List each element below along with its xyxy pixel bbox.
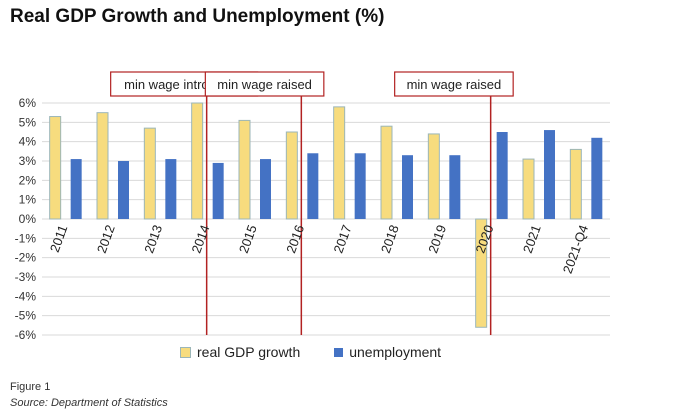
bar-unemployment [591, 137, 603, 219]
bar-gdp-growth [475, 218, 488, 328]
y-tick-label: 4% [19, 135, 37, 149]
y-tick-label: 1% [19, 193, 37, 207]
bar-unemployment [260, 159, 271, 219]
x-tick-label: 2018 [378, 223, 402, 255]
bar-unemployment [354, 153, 366, 219]
annotation-box [394, 71, 514, 97]
legend-swatch-gdp [180, 346, 191, 358]
chart-title: Real GDP Growth and Unemployment (%) [10, 6, 385, 27]
y-tick-label: -6% [15, 328, 37, 342]
x-tick-label: 2021 [520, 223, 544, 255]
chart-area: -6% -5% -4% -3% -2% -1% 0% 1% 2% 3% 4% 5% 6% 2011 2012… [0, 60, 700, 370]
legend-label-gdp: real GDP growth [197, 344, 301, 360]
y-tick-label: -1% [15, 231, 37, 245]
y-tick-label: -3% [15, 270, 37, 284]
x-tick-label: 2016 [283, 223, 307, 255]
bar-gdp-growth [96, 112, 109, 220]
x-tick-label: 2013 [141, 223, 165, 255]
y-tick-label: -4% [15, 289, 37, 303]
x-tick-label: 2021-Q4 [560, 223, 591, 276]
bar-gdp-growth [285, 131, 298, 220]
bar-unemployment [212, 162, 224, 219]
bar-unemployment [402, 155, 413, 219]
figure-label: Figure 1 [10, 381, 51, 393]
x-tick-label: 2017 [330, 223, 354, 255]
annotation-box [204, 71, 325, 97]
bar-gdp-growth [238, 119, 251, 220]
bar-unemployment [496, 132, 508, 219]
bar-gdp-growth [333, 106, 346, 220]
source-note: Source: Department of Statistics [10, 397, 168, 409]
bar-unemployment [307, 153, 319, 219]
x-tick-label: 2019 [425, 223, 449, 255]
bar-gdp-growth [143, 127, 156, 220]
bar-gdp-growth [380, 125, 393, 220]
y-tick-label: 6% [19, 96, 37, 110]
y-tick-label: -2% [15, 251, 37, 265]
y-tick-label: 2% [19, 173, 37, 187]
bar-chart: -6%-5%-4%-3%-2%-1%0%1%2%3%4%5%6%2011 2012… [15, 71, 610, 342]
legend-label-unemployment: unemployment [349, 344, 442, 360]
bar-unemployment [118, 161, 129, 219]
annotation-label: min wage raised [217, 77, 312, 92]
y-tick-label: -5% [15, 309, 37, 323]
y-tick-label: 0% [19, 212, 37, 226]
bar-unemployment [449, 155, 461, 219]
x-tick-label: 2014 [188, 223, 212, 255]
bar-unemployment [544, 130, 555, 219]
legend: real GDP growth unemployment [180, 344, 441, 360]
annotation-label: min wage raised [407, 77, 502, 92]
y-tick-label: 3% [19, 154, 37, 168]
bar-unemployment [70, 159, 82, 219]
bar-gdp-growth [569, 148, 582, 220]
bar-gdp-growth [49, 116, 62, 220]
legend-item-gdp: real GDP growth [180, 344, 300, 360]
legend-swatch-unemployment [334, 347, 344, 357]
x-tick-label: 2015 [236, 223, 260, 255]
y-tick-label: 5% [19, 115, 37, 129]
bar-unemployment [165, 159, 177, 219]
bar-gdp-growth [191, 102, 204, 220]
bar-gdp-growth [427, 133, 440, 220]
legend-item-unemployment: unemployment [334, 344, 441, 360]
bar-gdp-growth [522, 158, 535, 220]
x-tick-label: 2012 [94, 223, 118, 255]
